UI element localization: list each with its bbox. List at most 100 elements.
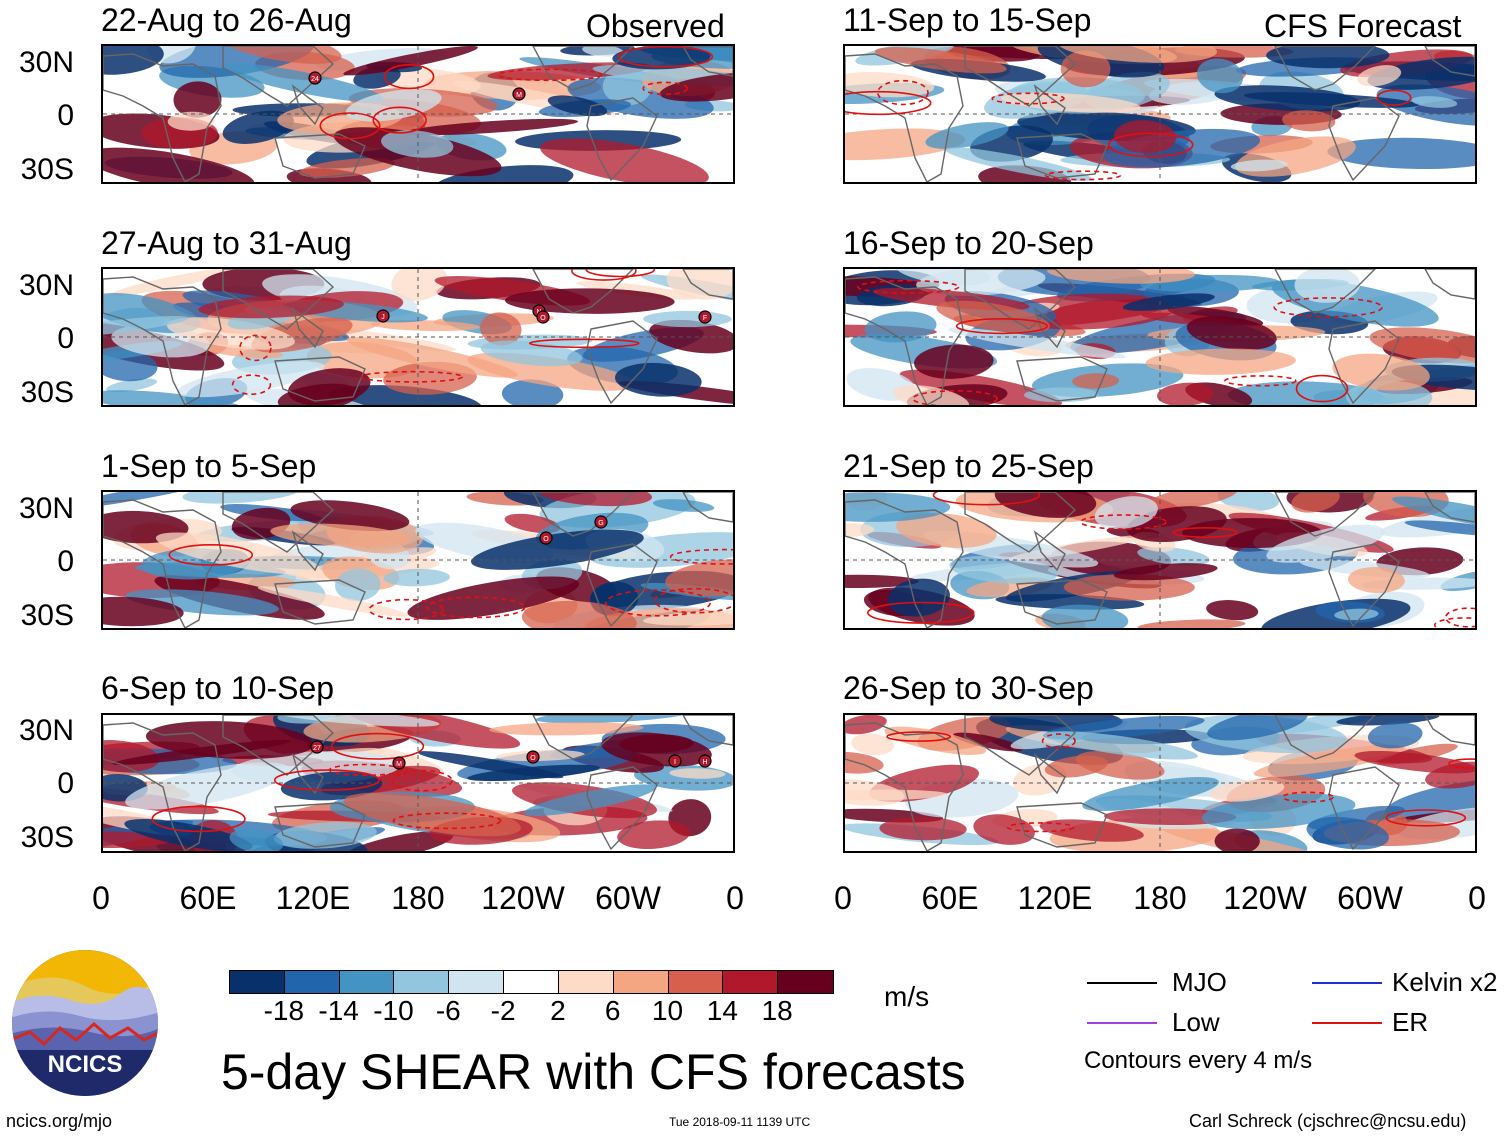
- er-contour: [392, 812, 502, 830]
- shear-field-blob: [944, 147, 1092, 181]
- shear-field-blob: [1392, 496, 1475, 534]
- shear-field-blob: [1186, 316, 1277, 350]
- coastline: [845, 53, 964, 182]
- shear-field-blob: [914, 344, 994, 379]
- shear-map: 24 M: [103, 46, 733, 182]
- shear-field-blob: [1332, 353, 1430, 391]
- forecast-map-panel: [843, 267, 1477, 407]
- er-contour: [886, 731, 952, 742]
- shear-field-blob: [1404, 520, 1475, 537]
- coastline: [1274, 46, 1376, 91]
- shear-field-blob: [1367, 56, 1475, 90]
- lon-label: 120W: [1223, 880, 1307, 916]
- shear-field-blob: [1357, 65, 1402, 87]
- observed-map-panel: JNOF: [101, 267, 735, 407]
- shear-field-blob: [103, 390, 250, 405]
- er-contour: [991, 92, 1065, 105]
- colorbar-tick-label: -6: [435, 995, 461, 1026]
- er-contour: [391, 769, 453, 792]
- forecast-header: CFS Forecast: [1264, 8, 1462, 44]
- er-contour: [151, 805, 246, 833]
- shear-field-blob: [523, 784, 657, 817]
- legend-swatch-er: [1312, 1022, 1382, 1024]
- main-title: 5-day SHEAR with CFS forecasts: [221, 1044, 966, 1100]
- shear-field-blob: [601, 732, 712, 767]
- shear-field-blob: [1047, 269, 1195, 284]
- er-contour: [955, 317, 1048, 335]
- shear-field-blob: [391, 269, 447, 301]
- legend-swatch-low: [1087, 1022, 1157, 1024]
- lat-label: 30N: [18, 269, 74, 302]
- shear-field-blob: [1104, 808, 1237, 826]
- er-contour: [425, 596, 526, 619]
- er-contour: [1376, 89, 1412, 106]
- shear-map: 27 M O I H: [103, 715, 733, 851]
- shear-map: [845, 492, 1475, 628]
- er-contour: [168, 544, 254, 566]
- shear-field-blob: [659, 72, 733, 102]
- shear-map: JNOF: [103, 269, 733, 405]
- shear-map: [845, 269, 1475, 405]
- shear-field-blob: [896, 513, 997, 548]
- coastline: [964, 46, 1077, 107]
- shear-field-blob: [1000, 92, 1141, 113]
- colorbar-tick-label: -2: [490, 995, 516, 1026]
- er-contour: [912, 390, 998, 405]
- coastline: [291, 84, 324, 126]
- forecast-map-panel: [843, 713, 1477, 853]
- coastline: [1274, 715, 1376, 760]
- lat-label: 30N: [18, 46, 74, 79]
- er-contour: [1295, 374, 1349, 403]
- coastline: [222, 46, 335, 107]
- shear-field-blob: [893, 385, 970, 405]
- observed-panel-title: 1-Sep to 5-Sep: [101, 448, 317, 484]
- legend-swatch-mjo: [1087, 982, 1157, 984]
- lat-label: 30S: [20, 821, 74, 854]
- shear-field-blob: [1266, 524, 1385, 563]
- colorbar-tick-label: 6: [604, 995, 621, 1026]
- coastline: [274, 579, 366, 625]
- shear-field-blob: [1094, 496, 1158, 530]
- legend-label: MJO: [1172, 967, 1227, 997]
- shear-field-blob: [103, 46, 164, 75]
- coastline: [1033, 307, 1066, 349]
- colorbar-tick-label: 2: [550, 995, 566, 1026]
- shear-field-blob: [1157, 382, 1214, 405]
- footer-url[interactable]: ncics.org/mjo: [6, 1111, 113, 1131]
- forecast-panel-title: 21-Sep to 25-Sep: [843, 448, 1094, 484]
- observed-header: Observed: [586, 8, 725, 44]
- shear-field-blob: [649, 319, 733, 354]
- shear-field-blob: [1137, 619, 1246, 628]
- lat-label: 30N: [18, 714, 74, 747]
- lat-label: 30N: [18, 492, 74, 525]
- lat-label: 30S: [20, 153, 74, 186]
- shear-field-blob: [1306, 816, 1389, 850]
- coastline: [964, 269, 1077, 330]
- shear-field-blob: [851, 733, 894, 756]
- shear-field-blob: [947, 327, 1126, 359]
- shear-field-blob: [343, 792, 521, 837]
- er-contour: [1172, 526, 1238, 538]
- shear-field-blob: [1057, 46, 1218, 63]
- storm-marker: O: [526, 750, 540, 764]
- lat-label: 0: [57, 545, 74, 578]
- storm-marker: I: [668, 754, 682, 768]
- coastline: [1016, 579, 1108, 625]
- shear-field-blob: [582, 46, 624, 57]
- shear-field-blob: [1207, 715, 1308, 741]
- coastline: [1328, 766, 1400, 851]
- coastline: [103, 53, 222, 182]
- coastline: [222, 715, 335, 776]
- storm-label: J: [381, 314, 385, 321]
- shear-field-blob: [1206, 600, 1259, 621]
- shear-field-blob: [845, 779, 905, 806]
- shear-field-blob: [864, 311, 937, 343]
- lon-label: 60W: [1337, 880, 1403, 916]
- storm-label: O: [543, 536, 549, 543]
- coastline: [682, 715, 733, 746]
- lon-label: 60E: [921, 880, 979, 916]
- shear-field-blob: [1282, 110, 1336, 132]
- footer-timestamp: Tue 2018-09-11 1139 UTC: [669, 1115, 811, 1129]
- shear-field-blob: [280, 771, 383, 801]
- coastline: [532, 46, 634, 91]
